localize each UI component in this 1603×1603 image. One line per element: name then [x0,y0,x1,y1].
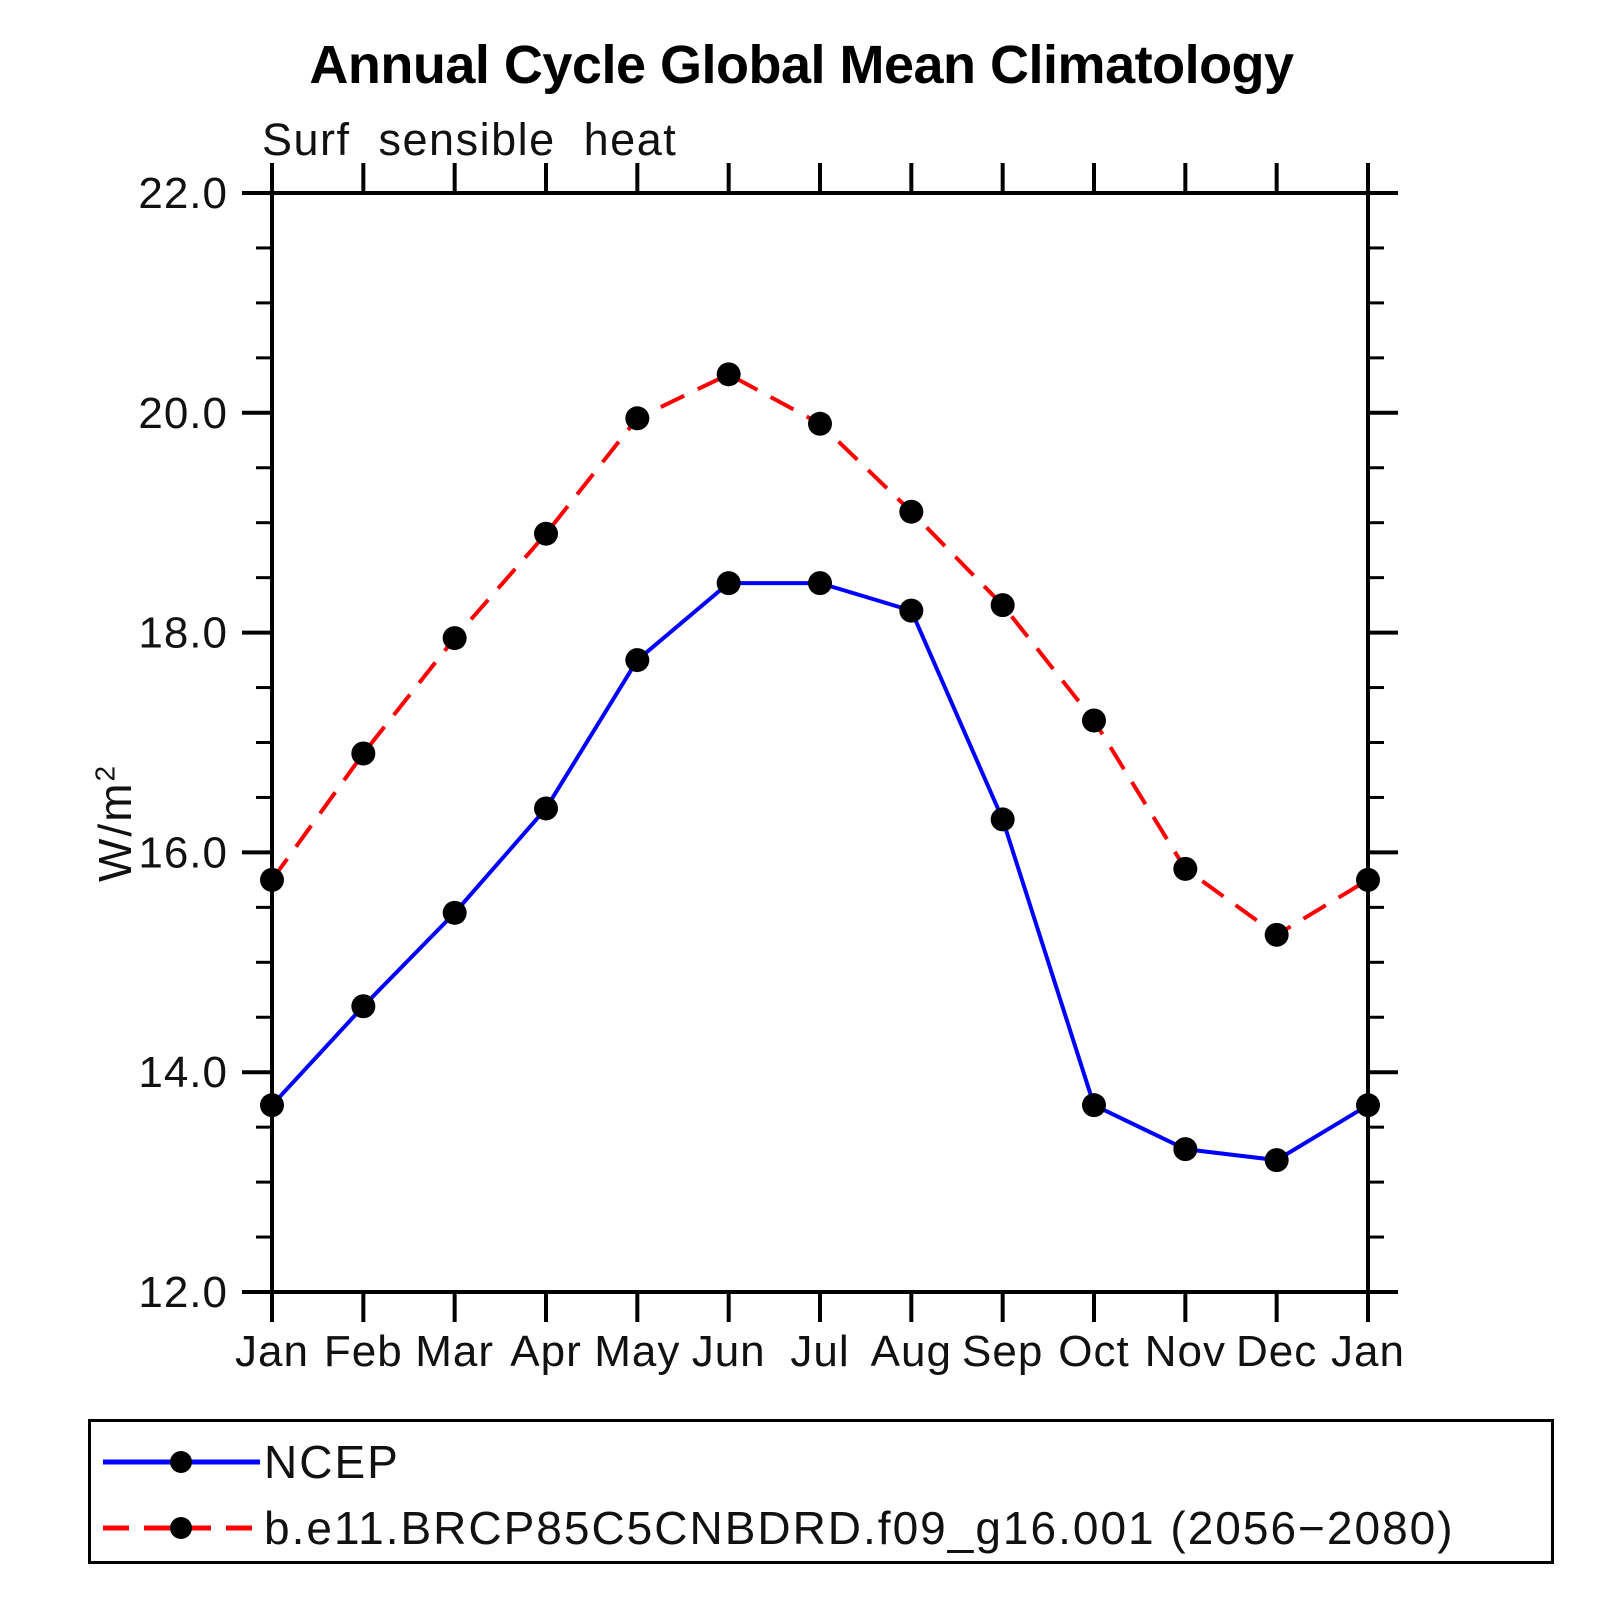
data-point-marker-1 [808,411,832,436]
x-tick-label: Mar [415,1327,494,1376]
x-tick-label: Jul [790,1327,849,1376]
data-point-marker-0 [351,994,376,1019]
plot-border [270,191,1370,1294]
data-point-marker-1 [899,499,924,524]
legend-box: NCEP b.e11.BRCP85C5CNBDRD.f09_g16.001 (2… [88,1419,1554,1564]
data-point-marker-0 [716,571,741,596]
x-tick-label: Aug [871,1327,952,1376]
legend-marker-sample [170,1517,192,1539]
x-tick-label: Dec [1236,1327,1317,1376]
data-point-marker-1 [990,593,1015,618]
chart-subtitle: Surf sensible heat [262,114,678,165]
data-point-marker-0 [1264,1148,1289,1173]
data-point-marker-0 [1082,1093,1106,1118]
data-point-marker-0 [260,1093,284,1118]
data-point-marker-1 [1356,867,1380,892]
data-point-marker-1 [260,867,284,892]
data-point-marker-0 [990,807,1015,832]
y-tick-label: 16.0 [138,828,228,877]
legend-swatch-dashed-line [103,1517,260,1539]
data-point-marker-1 [1173,856,1198,881]
legend-label: b.e11.BRCP85C5CNBDRD.f09_g16.001 (2056−2… [264,1502,1455,1554]
x-tick-label: Apr [510,1327,581,1376]
x-tick-label: Jan [1331,1327,1405,1376]
y-tick-label: 12.0 [138,1268,228,1317]
legend-item-ncep: NCEP [99,1436,400,1488]
y-tick-label: 14.0 [138,1048,228,1097]
y-tick-label: 22.0 [138,169,228,218]
legend-label: NCEP [264,1436,400,1488]
x-tick-label: May [594,1327,680,1376]
data-point-marker-1 [534,521,558,546]
legend-swatch-solid-line [103,1451,260,1473]
y-tick-label: 20.0 [138,389,228,438]
series-line-0 [270,581,1370,1163]
data-point-marker-0 [808,571,832,596]
data-point-marker-0 [625,648,650,673]
legend-item-model: b.e11.BRCP85C5CNBDRD.f09_g16.001 (2056−2… [99,1502,1455,1554]
data-point-marker-1 [351,741,376,766]
x-tick-label: Sep [962,1327,1043,1376]
x-tick-label: Jan [235,1327,309,1376]
data-point-marker-1 [625,406,650,431]
x-tick-label: Nov [1145,1327,1226,1376]
legend-marker-sample [170,1451,192,1473]
y-tick-label: 18.0 [138,609,228,658]
data-point-marker-0 [442,900,467,925]
x-tick-label: Oct [1058,1327,1129,1376]
data-point-marker-1 [1264,922,1289,947]
x-tick-label: Feb [324,1327,403,1376]
series-line-1 [270,372,1370,938]
data-point-marker-0 [899,598,924,623]
data-point-marker-0 [1356,1093,1380,1118]
data-point-marker-0 [534,796,558,821]
x-tick-label: Jun [692,1327,766,1376]
data-point-marker-1 [1082,708,1106,733]
chart-title: Annual Cycle Global Mean Climatology [309,35,1294,95]
data-point-marker-1 [716,362,741,387]
data-point-marker-1 [442,626,467,651]
data-point-marker-0 [1173,1137,1198,1162]
